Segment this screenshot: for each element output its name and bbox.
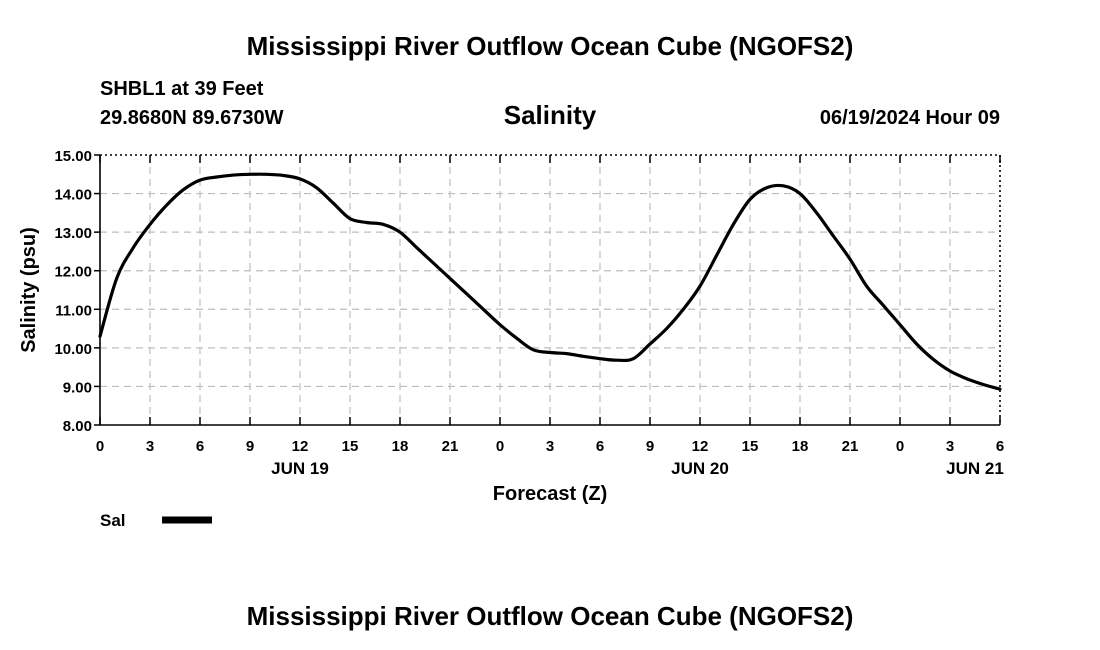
day-label: JUN 20 bbox=[671, 459, 729, 478]
y-axis-label: Salinity (psu) bbox=[18, 227, 40, 353]
station-coords: 29.8680N 89.6730W bbox=[100, 107, 284, 129]
x-tick-label: 9 bbox=[246, 438, 254, 455]
chart-title: Salinity bbox=[504, 100, 597, 130]
day-label: JUN 19 bbox=[271, 459, 329, 478]
y-tick-label: 14.00 bbox=[54, 187, 92, 204]
x-tick-label: 6 bbox=[196, 438, 204, 455]
x-axis-label: Forecast (Z) bbox=[493, 483, 607, 505]
series-line-sal bbox=[98, 172, 1002, 391]
x-tick-label: 21 bbox=[842, 438, 859, 455]
x-tick-label: 9 bbox=[646, 438, 654, 455]
x-tick-label: 3 bbox=[946, 438, 954, 455]
y-tick-label: 8.00 bbox=[63, 418, 92, 435]
x-tick-label: 18 bbox=[392, 438, 409, 455]
station-label: SHBL1 at 39 Feet bbox=[100, 78, 264, 100]
y-tick-label: 15.00 bbox=[54, 148, 92, 165]
day-labels: JUN 19 JUN 20 JUN 21 bbox=[271, 459, 1004, 478]
x-tick-label: 6 bbox=[996, 438, 1004, 455]
axes-layer bbox=[94, 154, 1001, 426]
x-tick-label: 3 bbox=[546, 438, 554, 455]
x-tick-label: 0 bbox=[896, 438, 904, 455]
forecast-timestamp: 06/19/2024 Hour 09 bbox=[820, 107, 1000, 129]
series-layer bbox=[98, 172, 1002, 391]
y-tick-label: 11.00 bbox=[55, 302, 92, 319]
x-tick-label: 3 bbox=[146, 438, 154, 455]
legend-label-sal: Sal bbox=[100, 511, 126, 530]
x-tick-label: 12 bbox=[692, 438, 709, 455]
x-tick-label: 21 bbox=[442, 438, 459, 455]
legend: Sal bbox=[100, 511, 212, 530]
page-title: Mississippi River Outflow Ocean Cube (NG… bbox=[247, 31, 854, 61]
day-label: JUN 21 bbox=[946, 459, 1004, 478]
x-tick-label: 6 bbox=[596, 438, 604, 455]
x-tick-label: 12 bbox=[292, 438, 309, 455]
y-tick-label: 12.00 bbox=[54, 264, 92, 281]
x-tick-label: 0 bbox=[496, 438, 504, 455]
x-tick-label: 0 bbox=[96, 438, 104, 455]
x-tick-labels: 0 3 6 9 12 15 18 21 0 3 6 9 12 15 18 21 0 3 6 bbox=[96, 438, 1004, 455]
x-tick-label: 15 bbox=[742, 438, 759, 455]
footer-title: Mississippi River Outflow Ocean Cube (NG… bbox=[247, 601, 854, 631]
x-tick-label: 18 bbox=[792, 438, 809, 455]
y-tick-label: 10.00 bbox=[54, 341, 92, 358]
y-tick-label: 9.00 bbox=[63, 379, 92, 396]
y-tick-labels: 8.00 9.00 10.00 11.00 12.00 13.00 14.00 15.00 bbox=[54, 148, 92, 435]
grid-layer bbox=[100, 155, 1000, 425]
y-tick-label: 13.00 bbox=[54, 225, 92, 242]
x-tick-label: 15 bbox=[342, 438, 359, 455]
